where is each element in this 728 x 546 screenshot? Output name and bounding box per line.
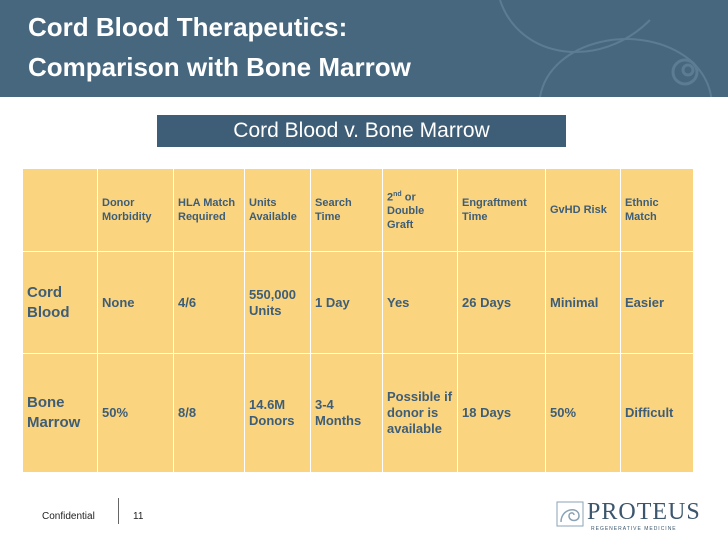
table-header-row: Donor Morbidity HLA Match Required Units… [22,168,694,252]
table-caption-bar: Cord Blood v. Bone Marrow [157,115,566,147]
table-cell: 550,000 Units [244,251,311,354]
confidential-label: Confidential [42,511,95,522]
table-cell: 8/8 [173,353,245,473]
slide-title-line-1: Cord Blood Therapeutics: [28,12,348,42]
table-cell: 14.6M Donors [244,353,311,473]
logo-tagline: REGENERATIVE MEDICINE [591,526,677,532]
table-cell: None [97,251,174,354]
table-cell: Easier [620,251,694,354]
table-row: Cord Blood None 4/6 550,000 Units 1 Day … [22,251,694,354]
header-double-graft: 2nd or Double Graft [382,168,458,252]
table-cell: Difficult [620,353,694,473]
table-cell: Yes [382,251,458,354]
table-cell: 50% [97,353,174,473]
table-cell: 1 Day [310,251,383,354]
table-cell: 18 Days [457,353,546,473]
table-cell: Minimal [545,251,621,354]
footer-divider [118,498,119,524]
table-row: Bone Marrow 50% 8/8 14.6M Donors 3-4 Mon… [22,353,694,473]
comparison-table: Donor Morbidity HLA Match Required Units… [22,168,694,473]
header-ethnic-match: Ethnic Match [620,168,694,252]
header-cell-empty [22,168,98,252]
table-cell: 3-4 Months [310,353,383,473]
table-cell: 26 Days [457,251,546,354]
proteus-emblem-icon [556,501,584,527]
title-header: Cord Blood Therapeutics: Comparison with… [0,0,728,97]
table-cell: Possible if donor is available [382,353,458,473]
table-cell: 4/6 [173,251,245,354]
slide-title-line-2: Comparison with Bone Marrow [28,52,411,82]
table-caption: Cord Blood v. Bone Marrow [233,119,490,142]
header-engraftment-time: Engraftment Time [457,168,546,252]
proteus-logo: PROTEUS REGENERATIVE MEDICINE [555,498,701,534]
table-cell: 50% [545,353,621,473]
header-search-time: Search Time [310,168,383,252]
page-number: 11 [133,511,144,522]
row-label-cord-blood: Cord Blood [22,251,98,354]
logo-wordmark: PROTEUS [587,499,701,525]
header-donor-morbidity: Donor Morbidity [97,168,174,252]
row-label-bone-marrow: Bone Marrow [22,353,98,473]
header-units-available: Units Available [244,168,311,252]
spiral-decoration-icon [499,0,713,97]
header-gvhd-risk: GvHD Risk [545,168,621,252]
header-hla-match: HLA Match Required [173,168,245,252]
